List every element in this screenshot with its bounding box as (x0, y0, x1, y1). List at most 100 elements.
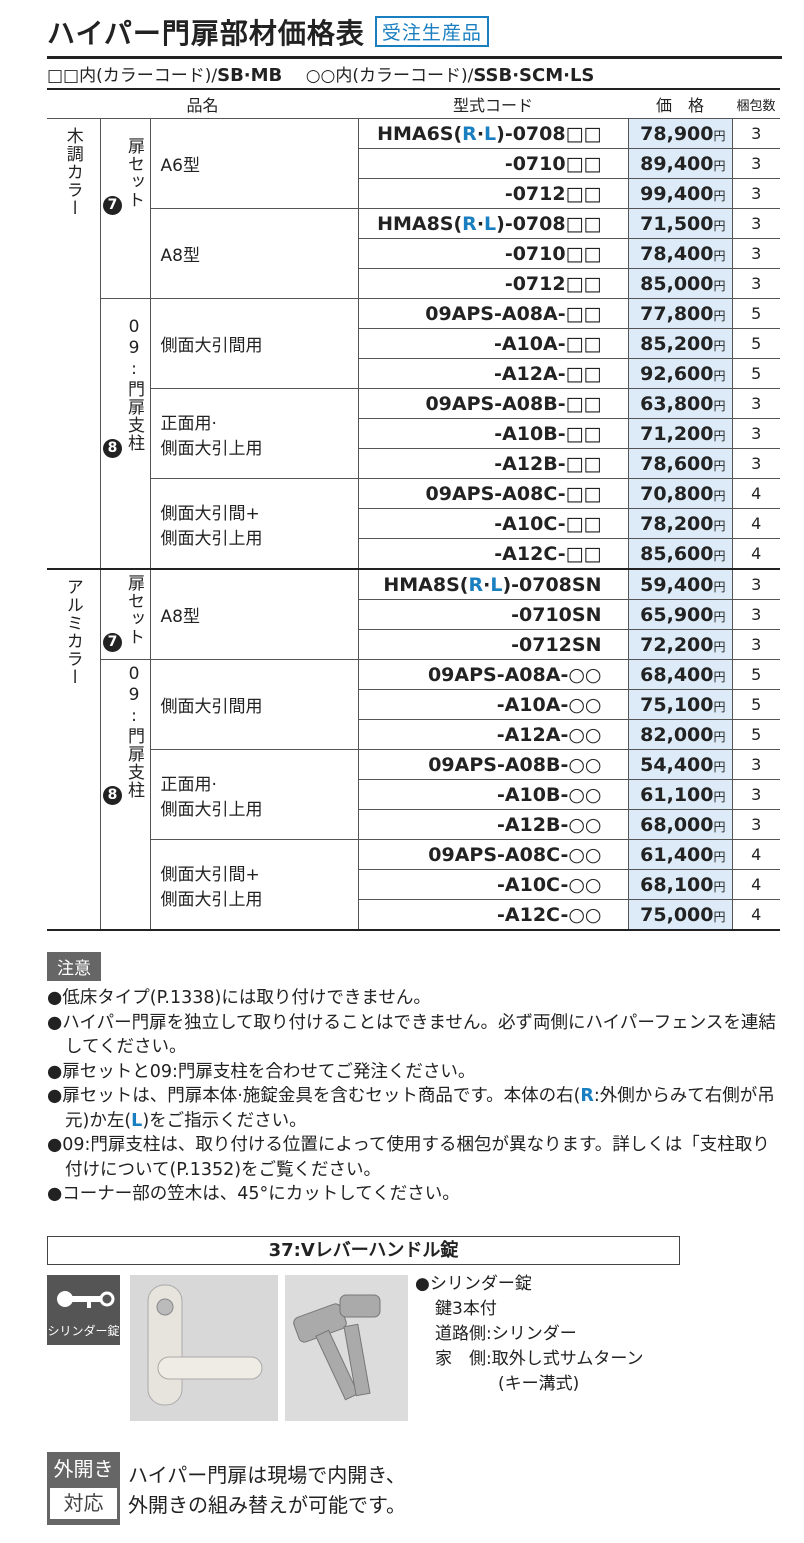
lock-line: 家 側:取外し式サムターン (435, 1349, 644, 1369)
item-name-line: A6型 (160, 156, 200, 176)
price-cell: 68,400円 (627, 659, 733, 690)
price-cell: 72,200円 (627, 629, 733, 660)
currency-unit: 円 (713, 729, 726, 744)
pack-count: 3 (731, 148, 780, 179)
text-segment: -0710□□ (504, 242, 602, 265)
code-cell: 09APS-A08B-□□ (357, 388, 629, 419)
title: ハイパー門扉部材価格表 受注生産品 (47, 12, 489, 52)
direction-mark: L (490, 573, 503, 596)
price: 77,800 (640, 302, 714, 325)
price: 78,600 (640, 452, 714, 475)
table-row: 側面大引間+ 側面大引上用 09APS-A08C-○○ 61,400円 4 (47, 839, 780, 931)
pack-count: 3 (731, 118, 780, 149)
pack-count: 4 (731, 508, 780, 539)
note: ●扉セットと09:門扉支柱を合わせてご発注ください。 (47, 1060, 787, 1085)
notes: ●低床タイプ(P.1338)には取り付けできません。 ●ハイパー門扉を独立して取り… (47, 986, 787, 1207)
text-segment: 09APS-A08B-○○ (428, 753, 602, 776)
color-code-text: ○○内(カラーコード)/ (305, 66, 474, 86)
pack-count: 3 (731, 268, 780, 299)
item-name: 側面大引間+ 側面大引上用 (150, 478, 359, 570)
text-segment: )-0708SN (502, 573, 602, 596)
price: 82,000 (640, 723, 714, 746)
lock-description: ●シリンダー錠 鍵3本付 道路側:シリンダー家 側:取外し式サムターン (キー溝式) (415, 1272, 644, 1397)
text-segment: 09APS-A08C-○○ (428, 843, 602, 866)
subgroup-wrap: 8 09:門扉支柱 (101, 664, 150, 807)
note: ●ハイパー門扉を独立して取り付けることはできません。必ず両側にハイパーフェンスを… (47, 1011, 787, 1060)
price-cell: 71,500円 (627, 208, 733, 239)
pack-count: 4 (731, 899, 780, 931)
lock-line: 道路側:シリンダー (435, 1324, 577, 1344)
badge-line: 対応 (50, 1488, 117, 1519)
group-cell: 木調カラー (47, 118, 101, 570)
price-cell: 65,900円 (627, 599, 733, 630)
item-name: A8型 (150, 208, 359, 299)
price-cell: 77,800円 (627, 298, 733, 329)
text-segment: -A10A-○○ (496, 693, 602, 716)
currency-unit: 円 (713, 518, 726, 533)
pack-count: 4 (731, 478, 780, 509)
header-row: 品名 型式コード 価 格 梱包数 (47, 88, 780, 119)
item-name-line: 正面用· (160, 774, 217, 795)
key-icon (57, 1291, 115, 1308)
currency-unit: 円 (713, 819, 726, 834)
subgroup-number: 7 (103, 633, 122, 652)
price-table: 品名 型式コード 価 格 梱包数 木調カラー 7 扉セット A6型 HMA6S(R·L)… (47, 88, 780, 931)
currency-unit: 円 (713, 849, 726, 864)
handle-photo (130, 1275, 278, 1421)
price-cell: 68,000円 (627, 809, 733, 840)
pack-count: 5 (731, 298, 780, 329)
code-cell: -0710□□ (358, 238, 629, 269)
price-cell: 99,400円 (627, 178, 733, 209)
subgroup-cell: 7 扉セット (99, 568, 151, 660)
table-row: 8 09:門扉支柱 側面大引間用 09APS-A08A-□□ 77,800円 5 (47, 298, 780, 570)
currency-unit: 円 (713, 218, 726, 233)
item-name-line: 側面大引間用 (160, 336, 263, 356)
price: 72,200 (640, 633, 714, 656)
price-cell: 75,100円 (627, 689, 733, 720)
item-name-line: 正面用· (160, 413, 217, 434)
code-cell: 09APS-A08B-○○ (357, 749, 629, 780)
price-cell: 85,600円 (627, 538, 733, 570)
table-row: -0710□□ 78,400円 3 (47, 238, 780, 269)
code-cell: 09APS-A08A-□□ (357, 298, 629, 329)
price-cell: 71,200円 (627, 418, 733, 449)
cylinder-icon: シリンダー錠 (47, 1275, 120, 1345)
item-name: A6型 (149, 118, 359, 209)
group-label: 木調カラー (62, 127, 83, 217)
pack-count: 5 (731, 328, 780, 359)
pack-count: 3 (731, 178, 780, 209)
text-segment: HMA8S( (377, 212, 463, 235)
item-name-line: 側面大引上用 (160, 528, 263, 549)
item-name-line: 側面大引上用 (160, 799, 263, 820)
price: 68,000 (640, 813, 714, 836)
pack-count: 3 (731, 749, 780, 780)
footer-line: ハイパー門扉は現場で内開き、 (128, 1463, 406, 1487)
pack-count: 3 (731, 388, 780, 419)
text-segment: 09APS-A08C-□□ (425, 482, 602, 505)
lock-line: ●シリンダー錠 (415, 1274, 532, 1294)
color-code: SB·MB (217, 65, 283, 86)
table-row: -0712□□ 99,400円 3 (47, 178, 780, 209)
price-cell: 78,400円 (627, 238, 733, 269)
item-name: 正面用· 側面大引上用 (150, 388, 359, 479)
text-segment: -A12C-□□ (494, 542, 602, 565)
code-cell: HMA8S(R·L)-0708□□ (357, 208, 629, 239)
currency-unit: 円 (713, 428, 726, 443)
price: 68,400 (640, 663, 714, 686)
pack-count: 5 (731, 659, 780, 690)
currency-unit: 円 (713, 789, 726, 804)
price-cell: 63,800円 (627, 388, 733, 419)
price: 78,200 (640, 512, 714, 535)
currency-unit: 円 (713, 609, 726, 624)
text-segment: · (476, 122, 485, 145)
badge-line: 外開き (53, 1457, 114, 1481)
subgroup-number: 8 (103, 786, 122, 805)
table-row: -A12B-□□ 78,600円 3 (47, 448, 780, 479)
note: ●コーナー部の笠木は、45°にカットしてください。 (47, 1182, 787, 1207)
text-segment: )-0708□□ (496, 122, 602, 145)
code-cell: HMA8S(R·L)-0708SN (357, 568, 629, 600)
price-cell: 61,400円 (627, 839, 733, 870)
subgroup-number: 8 (103, 439, 122, 458)
currency-unit: 円 (713, 488, 726, 503)
table-row: 側面大引間+ 側面大引上用 09APS-A08C-□□ 70,800円 4 (47, 478, 780, 570)
